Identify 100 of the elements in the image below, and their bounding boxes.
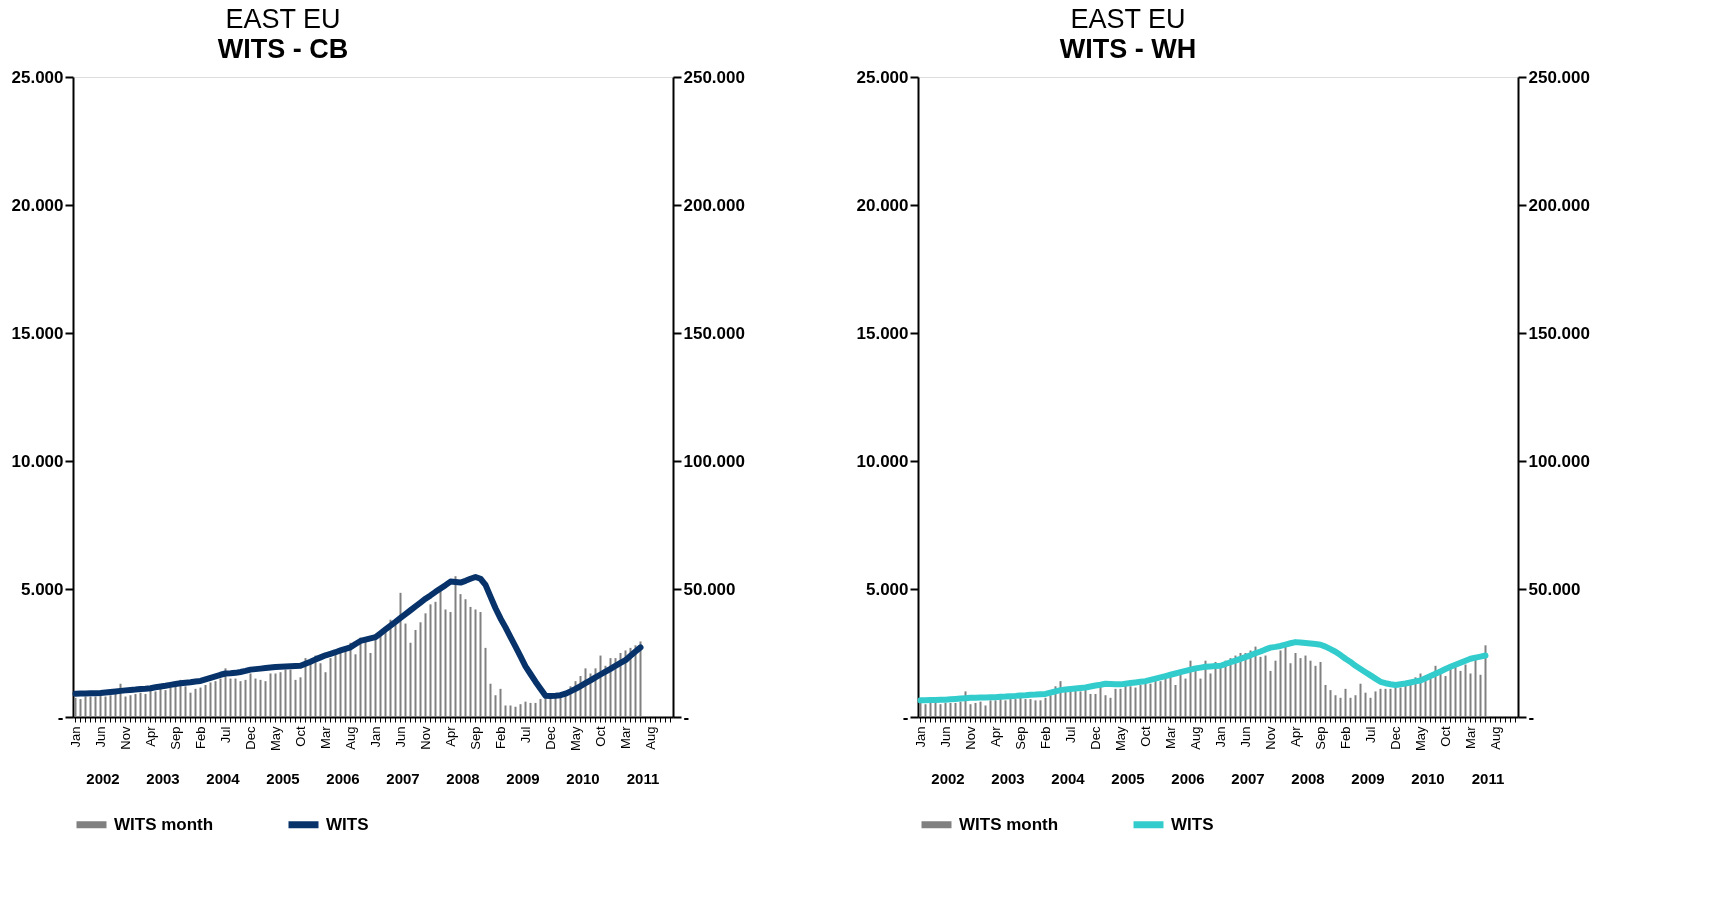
bar [1049,695,1052,717]
x-tick-label: Jun [92,726,108,748]
bar [539,699,542,717]
bar [1079,691,1082,717]
bar [334,653,337,717]
bar [1409,682,1412,717]
y2-tick-label: 200.000 [1528,195,1590,215]
bar [174,686,177,717]
x-tick-label: Oct [292,726,308,747]
bar [434,601,437,717]
bar [1089,693,1092,717]
text: 2005 [1111,770,1145,787]
bar [1304,655,1307,717]
bar [1039,700,1042,717]
bar [514,706,517,717]
bar [1374,691,1377,717]
bar [1294,653,1297,717]
bar [1344,688,1347,717]
bar [464,599,467,717]
x-tick-label: Aug [1187,726,1203,750]
bar [1104,695,1107,717]
text: 2008 [446,770,480,787]
bar [89,696,92,717]
bar [979,701,982,717]
text: 2011 [1471,770,1505,787]
x-tick-label: Apr [442,725,458,747]
bar [139,692,142,717]
bar [1349,697,1352,717]
text: 2004 [1051,770,1086,787]
x-tick-label: Dec [542,726,558,750]
bar [249,673,252,717]
bar [94,696,97,717]
x-tick-label: Jan [67,726,83,748]
bar [234,678,237,717]
text: 2010 [566,770,600,787]
bar [1479,674,1482,717]
bar [144,693,147,717]
y-tick-label: 20.000 [11,195,64,215]
bar [154,691,157,717]
bar [1154,678,1157,717]
bar [1394,687,1397,717]
bar [1254,646,1257,717]
bar [114,693,117,717]
bar [619,653,622,717]
bar [389,619,392,717]
text: 2003 [146,770,180,787]
chart-subtitle: WITS - WH [1059,34,1197,64]
x-tick-label: Aug [1487,726,1503,750]
y2-tick-label: - [683,707,690,727]
bar [529,702,532,717]
x-tick-label: Feb [1037,726,1053,749]
bar [1149,683,1152,717]
bar [1199,678,1202,717]
bar [104,696,107,717]
bar [1244,653,1247,717]
bar [934,702,937,717]
x-tick-label: Nov [417,726,433,750]
bar [274,673,277,717]
x-tick-label: Sep [1012,726,1028,750]
bar [289,669,292,717]
bar [974,702,977,717]
y2-tick-label: 100.000 [683,451,745,471]
bar [1084,688,1087,717]
bar [204,685,207,717]
bar [1404,685,1407,717]
bar [419,622,422,717]
bar [74,697,77,717]
chart-title: EAST EU [1070,4,1186,34]
text: 2002 [931,770,965,787]
bar [1389,688,1392,717]
x-tick-label: Jun [937,726,953,748]
bar [954,702,957,717]
x-tick-label: Jul [217,726,233,744]
x-tick-label: Dec [1387,726,1403,750]
bar [1019,697,1022,717]
bar [194,688,197,717]
x-tick-label: Feb [492,726,508,749]
bar [424,613,427,717]
x-tick-label: Dec [1087,726,1103,750]
y2-tick-label: 50.000 [1528,579,1581,599]
bar [409,642,412,717]
bar [354,654,357,717]
legend-label: WITS month [959,814,1059,834]
bar [169,687,172,717]
bar [1184,678,1187,717]
y-tick-label: 10.000 [11,451,64,471]
bar [924,704,927,717]
bar [1014,699,1017,717]
legend-label: WITS [1171,814,1214,834]
bar [324,672,327,717]
bar [1319,661,1322,717]
bar [509,705,512,717]
bar [1364,692,1367,717]
bar [244,679,247,717]
bar [1144,683,1147,717]
bar [1259,656,1262,717]
y-tick-label: - [902,707,909,727]
bar [259,679,262,717]
y2-tick-label: 50.000 [683,579,736,599]
x-tick-label: Jun [392,726,408,748]
